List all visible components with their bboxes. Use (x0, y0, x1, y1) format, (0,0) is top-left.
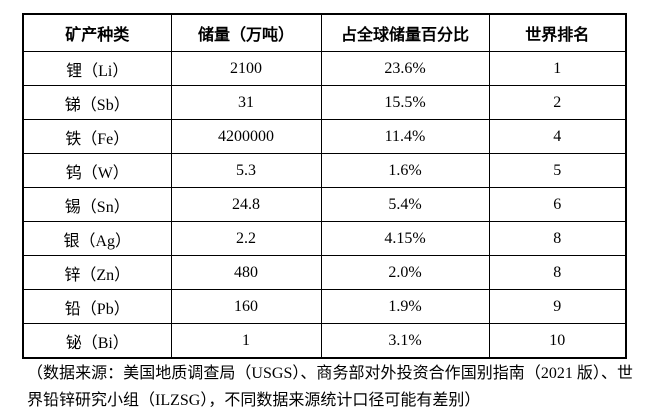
cell-global-share: 2.0% (320, 255, 490, 290)
table-row: 锌（Zn） 480 2.0% 8 (22, 255, 627, 290)
cell-reserves: 31 (170, 85, 322, 120)
cell-mineral: 锡（Sn） (22, 187, 172, 222)
cell-world-rank: 1 (488, 51, 627, 86)
column-header-world-rank: 世界排名 (488, 13, 627, 52)
cell-mineral: 铁（Fe） (22, 119, 172, 154)
cell-reserves: 160 (170, 289, 322, 324)
cell-world-rank: 9 (488, 289, 627, 324)
cell-mineral: 锌（Zn） (22, 255, 172, 290)
cell-reserves: 1 (170, 323, 322, 359)
cell-global-share: 1.9% (320, 289, 490, 324)
column-header-global-share: 占全球储量百分比 (320, 13, 490, 52)
cell-world-rank: 6 (488, 187, 627, 222)
cell-mineral: 钨（W） (22, 153, 172, 188)
cell-reserves: 2.2 (170, 221, 322, 256)
cell-reserves: 480 (170, 255, 322, 290)
cell-world-rank: 2 (488, 85, 627, 120)
cell-reserves: 4200000 (170, 119, 322, 154)
cell-mineral: 银（Ag） (22, 221, 172, 256)
column-header-mineral: 矿产种类 (22, 13, 172, 52)
mineral-reserves-table: 矿产种类 储量（万吨） 占全球储量百分比 世界排名 锂（Li） 2100 23.6%… (22, 13, 627, 359)
table-row: 银（Ag） 2.2 4.15% 8 (22, 221, 627, 256)
cell-world-rank: 4 (488, 119, 627, 154)
cell-global-share: 23.6% (320, 51, 490, 86)
cell-mineral: 铋（Bi） (22, 323, 172, 359)
cell-global-share: 11.4% (320, 119, 490, 154)
cell-reserves: 2100 (170, 51, 322, 86)
cell-reserves: 5.3 (170, 153, 322, 188)
cell-global-share: 1.6% (320, 153, 490, 188)
cell-world-rank: 8 (488, 221, 627, 256)
cell-mineral: 锂（Li） (22, 51, 172, 86)
table-row: 锂（Li） 2100 23.6% 1 (22, 51, 627, 86)
cell-global-share: 15.5% (320, 85, 490, 120)
cell-mineral: 铅（Pb） (22, 289, 172, 324)
cell-reserves: 24.8 (170, 187, 322, 222)
cell-global-share: 4.15% (320, 221, 490, 256)
column-header-reserves: 储量（万吨） (170, 13, 322, 52)
cell-world-rank: 5 (488, 153, 627, 188)
table-row: 钨（W） 5.3 1.6% 5 (22, 153, 627, 188)
cell-global-share: 5.4% (320, 187, 490, 222)
header-row: 矿产种类 储量（万吨） 占全球储量百分比 世界排名 (22, 13, 627, 52)
data-source-footnote: （数据来源：美国地质调查局（USGS）、商务部对外投资合作国别指南（2021 版… (27, 365, 633, 409)
table-row: 铁（Fe） 4200000 11.4% 4 (22, 119, 627, 154)
cell-world-rank: 8 (488, 255, 627, 290)
cell-world-rank: 10 (488, 323, 627, 359)
table-row: 锑（Sb） 31 15.5% 2 (22, 85, 627, 120)
table-body: 锂（Li） 2100 23.6% 1 锑（Sb） 31 15.5% 2 铁（Fe） 4200000… (22, 51, 627, 359)
cell-mineral: 锑（Sb） (22, 85, 172, 120)
table-row: 铋（Bi） 1 3.1% 10 (22, 323, 627, 359)
cell-global-share: 3.1% (320, 323, 490, 359)
table-row: 锡（Sn） 24.8 5.4% 6 (22, 187, 627, 222)
table-row: 铅（Pb） 160 1.9% 9 (22, 289, 627, 324)
